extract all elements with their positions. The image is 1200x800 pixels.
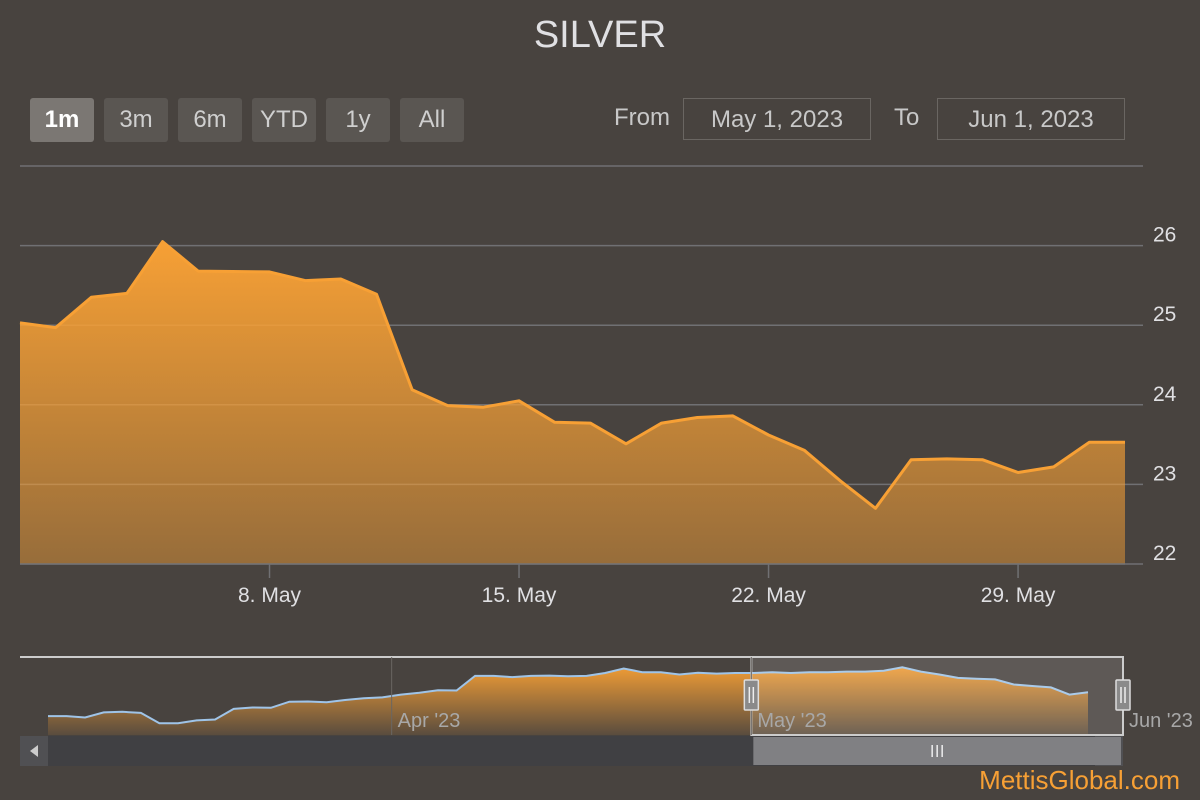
x-tick-label: 8. May bbox=[238, 584, 302, 607]
price-point bbox=[873, 506, 877, 510]
price-point bbox=[89, 295, 93, 299]
range-button-1m[interactable]: 1m bbox=[30, 98, 94, 142]
range-button-1y[interactable]: 1y bbox=[326, 98, 390, 142]
price-point bbox=[695, 416, 699, 420]
navigator-area bbox=[48, 667, 1088, 735]
range-button-ytd[interactable]: YTD bbox=[252, 98, 316, 142]
x-tick-label: 15. May bbox=[482, 584, 557, 607]
price-area-fill bbox=[20, 241, 1125, 564]
price-point bbox=[838, 478, 842, 482]
price-point bbox=[54, 326, 58, 330]
price-point bbox=[339, 277, 343, 281]
price-point bbox=[517, 399, 521, 403]
y-tick-label: 24 bbox=[1153, 383, 1177, 406]
handle-grip bbox=[1115, 679, 1131, 711]
price-point bbox=[802, 448, 806, 452]
price-point bbox=[588, 421, 592, 425]
price-point bbox=[268, 270, 272, 274]
range-button-6m[interactable]: 6m bbox=[178, 98, 242, 142]
navigator-line bbox=[48, 666, 1089, 725]
from-date-input[interactable]: May 1, 2023 bbox=[683, 98, 871, 140]
price-point bbox=[196, 269, 200, 273]
price-point bbox=[303, 279, 307, 283]
navigator-left-handle[interactable] bbox=[743, 679, 760, 711]
x-tick-label: 22. May bbox=[731, 584, 806, 607]
price-point bbox=[410, 388, 414, 392]
price-point bbox=[767, 433, 771, 437]
price-point bbox=[481, 405, 485, 409]
price-point bbox=[553, 420, 557, 424]
to-date-input[interactable]: Jun 1, 2023 bbox=[937, 98, 1125, 140]
y-tick-label: 22 bbox=[1153, 542, 1176, 565]
navigator-label: Apr '23 bbox=[398, 710, 461, 732]
y-tick-label: 25 bbox=[1153, 303, 1176, 326]
price-point bbox=[1087, 440, 1091, 444]
price-point bbox=[374, 292, 378, 296]
y-tick-label: 23 bbox=[1153, 462, 1176, 485]
navigator-label: May '23 bbox=[757, 710, 826, 732]
navigator-label: Jun '23 bbox=[1129, 710, 1193, 732]
price-point bbox=[909, 458, 913, 462]
chart-title: SILVER bbox=[533, 14, 667, 56]
price-point bbox=[1016, 470, 1020, 474]
credit-link[interactable]: MettisGlobal.com bbox=[979, 765, 1180, 795]
to-label: To bbox=[894, 104, 920, 131]
price-point bbox=[624, 442, 628, 446]
price-point bbox=[660, 421, 664, 425]
price-line bbox=[19, 240, 1125, 510]
range-button-3m[interactable]: 3m bbox=[104, 98, 168, 142]
price-point bbox=[1123, 440, 1127, 444]
price-point bbox=[731, 414, 735, 418]
price-point bbox=[446, 404, 450, 408]
from-label: From bbox=[614, 104, 670, 131]
price-point bbox=[945, 457, 949, 461]
price-point bbox=[161, 240, 165, 244]
range-button-all[interactable]: All bbox=[400, 98, 464, 142]
arrow-left-icon bbox=[30, 745, 38, 757]
price-point bbox=[1052, 465, 1056, 469]
x-tick-label: 29. May bbox=[981, 584, 1056, 607]
navigator-right-handle[interactable] bbox=[1115, 679, 1131, 711]
y-tick-label: 26 bbox=[1153, 224, 1176, 247]
price-point bbox=[125, 291, 129, 295]
price-point bbox=[18, 321, 22, 325]
price-point bbox=[980, 458, 984, 462]
handle-grip bbox=[743, 679, 760, 711]
